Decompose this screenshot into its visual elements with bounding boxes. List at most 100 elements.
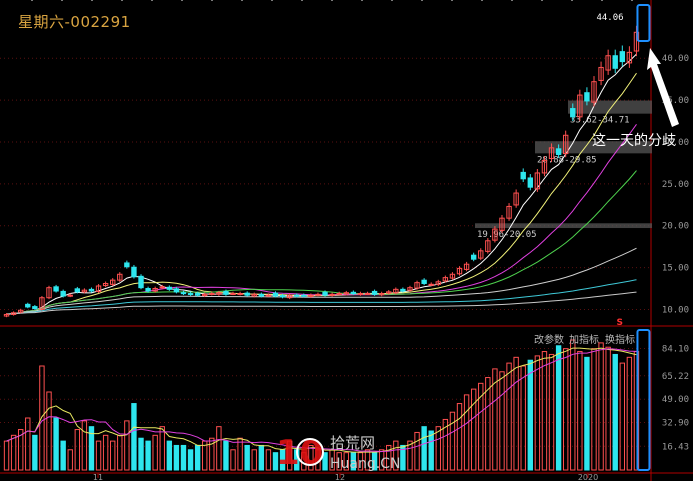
candle-body — [449, 273, 456, 279]
volume-bar — [67, 449, 73, 471]
volume-bar — [442, 418, 449, 471]
volume-tick-label: 16.43 — [662, 442, 689, 452]
candle-body — [237, 293, 243, 296]
volume-tick-label: 49.00 — [662, 395, 689, 405]
volume-bar — [541, 351, 548, 471]
volume-bar — [3, 440, 10, 471]
candle-body — [272, 292, 279, 297]
candle-body — [513, 192, 519, 206]
volume-bar — [216, 426, 222, 471]
swap-indicator-button[interactable]: 换指标 — [605, 335, 635, 346]
volume-bar — [95, 440, 102, 471]
volume-bar — [60, 440, 66, 471]
volume-bar — [555, 345, 562, 471]
top-marker: ˟ — [420, 0, 424, 8]
annotation-layer: 44.06 S — [596, 4, 679, 471]
top-marker: ˟ — [330, 0, 334, 8]
top-marker: ˟ — [540, 0, 544, 8]
volume-bar — [88, 426, 95, 471]
candle-body — [492, 228, 498, 241]
candle-body — [591, 81, 597, 103]
volume-bar — [209, 437, 215, 471]
ma-line — [6, 291, 637, 315]
candle-body — [343, 292, 349, 295]
volume-bar — [117, 434, 123, 471]
volume-bar — [124, 420, 130, 471]
axis-ticks: 10.00 15.00 20.00 25.00 30.00 35.00 40.00 16.43… — [93, 54, 689, 481]
volume-bar — [520, 365, 526, 471]
volume-bar — [414, 431, 420, 471]
candle-body — [612, 55, 618, 69]
top-marker: ˟ — [630, 0, 634, 8]
price-tick-label: 20.00 — [662, 222, 689, 232]
volume-bar — [166, 440, 173, 471]
volume-ma-line — [6, 348, 637, 453]
volume-bar — [265, 449, 272, 471]
candle-body — [520, 171, 526, 180]
volume-bar — [562, 348, 569, 471]
volume-bar — [570, 339, 576, 471]
candle-body — [626, 51, 633, 64]
candle-body — [10, 312, 17, 315]
candle-body — [541, 159, 548, 174]
volume-bar — [626, 356, 633, 471]
volume-tick-label: 32.90 — [662, 418, 689, 428]
volume-bar — [612, 353, 618, 471]
volume-bar — [110, 440, 116, 471]
candle-body — [393, 288, 399, 294]
candle-body — [152, 288, 158, 292]
volume-bar — [286, 440, 293, 471]
candle-body — [223, 290, 229, 295]
candle-body — [378, 293, 385, 296]
candle-body — [187, 293, 194, 296]
candle-body — [145, 288, 151, 292]
volume-bar — [32, 434, 38, 471]
zone-label: 19.96-20.05 — [477, 230, 537, 240]
volume-bar — [343, 452, 349, 471]
candle-body — [258, 293, 265, 297]
volume-bar — [584, 356, 590, 471]
candle-body — [3, 313, 10, 317]
top-marker: ˟ — [600, 0, 604, 8]
candle-body — [421, 279, 427, 284]
candle-body — [308, 294, 314, 297]
zone-band — [535, 141, 652, 154]
top-marker: ˟ — [90, 0, 94, 8]
top-marker: ˟ — [360, 0, 364, 8]
volume-bar — [548, 353, 555, 471]
volume-bar — [308, 444, 314, 471]
candle-body — [95, 285, 102, 292]
volume-highlight-box — [636, 329, 651, 471]
top-marker: ˟ — [270, 0, 274, 8]
volume-bar — [223, 440, 229, 471]
volume-bar — [81, 420, 88, 471]
volume-bar — [393, 440, 399, 471]
candle-body — [202, 293, 208, 297]
volume-bar — [194, 444, 201, 471]
edit-params-button[interactable]: 改参数 — [534, 335, 564, 346]
volume-bar — [470, 388, 477, 471]
volume-bar — [506, 362, 512, 471]
stock-title: 星期六-002291 — [18, 13, 131, 31]
candle-body — [364, 293, 371, 296]
moving-averages — [6, 53, 637, 315]
volume-bar — [428, 430, 434, 471]
candle-body — [74, 288, 81, 293]
candle-body — [124, 262, 130, 268]
volume-bar — [25, 417, 31, 471]
candle-body — [428, 283, 434, 286]
highlight-box — [636, 4, 651, 42]
add-indicator-button[interactable]: 加指标 — [569, 335, 599, 346]
volume-bar — [364, 449, 371, 471]
volume-bar — [577, 351, 583, 471]
volume-bar — [386, 444, 392, 471]
candle-body — [485, 240, 491, 252]
volume-ma — [6, 347, 637, 453]
volume-bar — [513, 356, 519, 471]
high-price-label: 44.06 — [596, 13, 623, 23]
top-marker: ˟ — [210, 0, 214, 8]
volume-bar — [10, 434, 17, 471]
volume-bar — [619, 362, 625, 471]
volume-bar — [53, 417, 59, 471]
